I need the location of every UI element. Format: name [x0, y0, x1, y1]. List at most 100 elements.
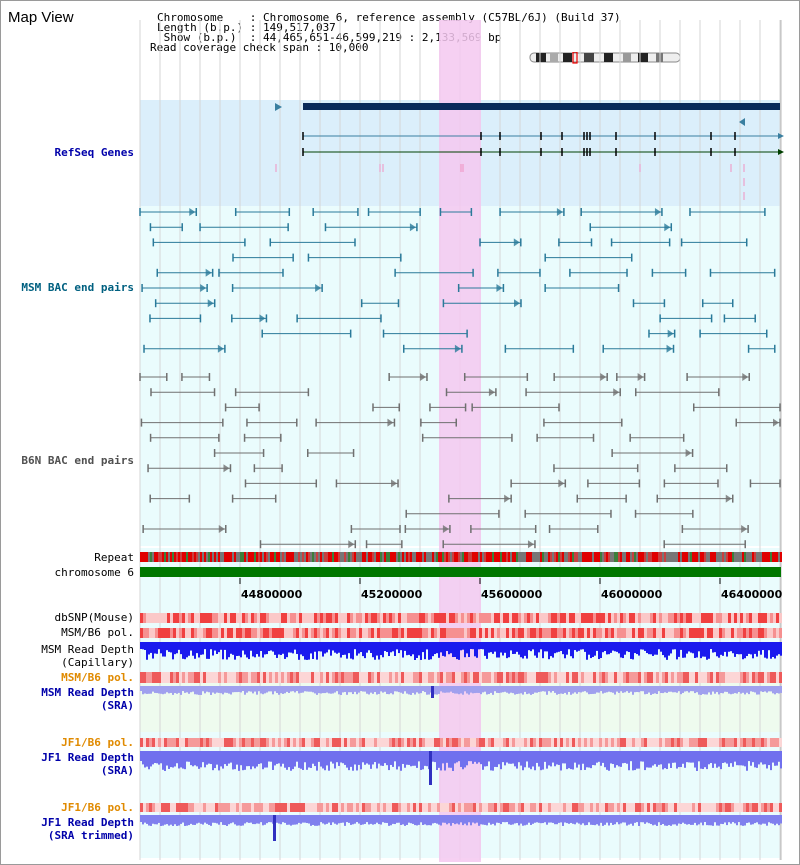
- msm-b6-pol-cell: [146, 628, 149, 638]
- track-label-msm-read-depth-sra[interactable]: MSM Read Depth: [41, 686, 134, 699]
- msm-depth-sra-bar: [708, 686, 710, 693]
- msm-b6-pol-cell: [407, 628, 410, 638]
- jf1-b6-pol-trimmed-cell: [482, 803, 485, 812]
- msm-depth-capillary-bar: [344, 642, 346, 655]
- jf1-depth-trimmed-bar: [512, 815, 514, 825]
- jf1-depth-sra-bar: [158, 751, 160, 765]
- msm-depth-capillary-bar: [514, 642, 516, 654]
- jf1-depth-sra-bar: [174, 751, 176, 767]
- dbsnp-density-cell: [383, 613, 386, 623]
- jf1-depth-sra-bar: [468, 751, 470, 762]
- msm-b6-pol-cell: [140, 628, 143, 638]
- repeat-segment: [404, 552, 406, 562]
- repeat-segment: [212, 552, 214, 562]
- msm-b6-pol-sra-cell: [695, 672, 698, 683]
- msm-b6-pol-cell: [599, 628, 602, 638]
- jf1-b6-pol-cell: [599, 738, 602, 747]
- track-label-msm-sra: (SRA): [100, 699, 134, 712]
- msm-depth-capillary-bar: [494, 642, 496, 652]
- msm-b6-pol-sra-cell: [686, 672, 689, 683]
- jf1-depth-trimmed-bar: [456, 815, 458, 824]
- msm-depth-sra-bar: [270, 686, 272, 692]
- jf1-depth-sra-bar: [456, 751, 458, 763]
- dbsnp-density-cell: [644, 613, 647, 623]
- msm-depth-capillary-bar: [540, 642, 542, 650]
- msm-depth-capillary-bar: [302, 642, 304, 657]
- track-label-jf1-read-depth-sra[interactable]: JF1 Read Depth: [41, 751, 134, 764]
- msm-b6-pol-cell: [434, 628, 437, 638]
- jf1-depth-trimmed-bar: [354, 815, 356, 824]
- repeat-segment: [198, 552, 200, 562]
- track-label-dbsnp[interactable]: dbSNP(Mouse): [54, 611, 134, 624]
- jf1-depth-sra-bar: [544, 751, 546, 762]
- jf1-b6-pol-cell: [602, 738, 605, 747]
- msm-depth-capillary-bar: [700, 642, 702, 659]
- dbsnp-density-cell: [464, 613, 467, 623]
- dbsnp-density-cell: [563, 613, 566, 623]
- repeat-segment: [678, 552, 680, 562]
- msm-depth-capillary-bar: [596, 642, 598, 651]
- dbsnp-density-cell: [533, 613, 536, 623]
- dbsnp-density-cell: [449, 613, 452, 623]
- msm-b6-pol-cell: [161, 628, 164, 638]
- track-label-msm-b6-pol-capillary[interactable]: MSM/B6 pol.: [61, 626, 134, 639]
- jf1-b6-pol-trimmed-cell: [281, 803, 284, 812]
- msm-depth-sra-bar: [334, 686, 336, 693]
- repeat-segment: [654, 552, 656, 562]
- jf1-depth-trimmed-bar: [158, 815, 160, 823]
- msm-depth-capillary-bar: [274, 642, 276, 655]
- repeat-segment: [366, 552, 368, 562]
- dbsnp-density-cell: [509, 613, 512, 623]
- jf1-depth-trimmed-bar: [486, 815, 488, 826]
- msm-depth-sra-bar: [702, 686, 704, 695]
- msm-b6-pol-cell: [614, 628, 617, 638]
- jf1-b6-pol-trimmed-cell: [233, 803, 236, 812]
- jf1-depth-sra-bar: [394, 751, 396, 762]
- track-label-jf1-b6-pol-trimmed[interactable]: JF1/B6 pol.: [61, 801, 134, 814]
- track-label-repeat[interactable]: Repeat: [94, 551, 134, 564]
- jf1-depth-trimmed-bar: [746, 815, 748, 823]
- repeat-segment: [260, 552, 262, 562]
- track-label-msm-read-depth-capillary[interactable]: MSM Read Depth: [41, 643, 134, 656]
- jf1-depth-trimmed-bar: [262, 815, 264, 826]
- msm-depth-capillary-bar: [600, 642, 602, 659]
- repeat-segment: [460, 552, 462, 562]
- repeat-segment: [506, 552, 508, 562]
- msm-depth-capillary-bar: [414, 642, 416, 660]
- jf1-depth-trimmed-bar: [736, 815, 738, 826]
- msm-b6-pol-sra-cell: [557, 672, 560, 683]
- track-label-jf1-read-depth-trimmed[interactable]: JF1 Read Depth: [41, 816, 134, 829]
- dbsnp-density-cell: [452, 613, 455, 623]
- track-label-refseq-genes[interactable]: RefSeq Genes: [54, 146, 134, 159]
- jf1-depth-trimmed-bar: [552, 815, 554, 823]
- jf1-depth-sra-bar: [598, 751, 600, 762]
- jf1-b6-pol-trimmed-cell: [290, 803, 293, 812]
- msm-depth-capillary-bar: [524, 642, 526, 656]
- track-label-jf1-b6-pol-sra[interactable]: JF1/B6 pol.: [61, 736, 134, 749]
- dbsnp-density-cell: [296, 613, 299, 623]
- msm-depth-capillary-bar: [668, 642, 670, 656]
- msm-depth-capillary-bar: [232, 642, 234, 655]
- track-label-chromosome[interactable]: chromosome 6: [54, 566, 134, 579]
- jf1-depth-trimmed-bar: [616, 815, 618, 823]
- jf1-b6-pol-cell: [779, 738, 782, 747]
- jf1-depth-sra-bar: [446, 751, 448, 763]
- jf1-depth-sra-bar: [522, 751, 524, 771]
- dbsnp-density-cell: [572, 613, 575, 623]
- msm-b6-pol-sra-cell: [488, 672, 491, 683]
- track-label-b6n-bac-end-pairs[interactable]: B6N BAC end pairs: [21, 454, 134, 467]
- msm-b6-pol-cell: [479, 628, 482, 638]
- track-label-msm-b6-pol-sra[interactable]: MSM/B6 pol.: [61, 671, 134, 684]
- msm-b6-pol-sra-cell: [275, 672, 278, 683]
- jf1-depth-sra-bar: [618, 751, 620, 767]
- msm-b6-pol-cell: [551, 628, 554, 638]
- dbsnp-density-cell: [743, 613, 746, 623]
- msm-bac-pair-arrow: [200, 284, 207, 292]
- jf1-depth-trimmed-bar: [728, 815, 730, 823]
- track-label-msm-bac-end-pairs[interactable]: MSM BAC end pairs: [21, 281, 134, 294]
- jf1-depth-sra-bar: [420, 751, 422, 770]
- msm-depth-sra-bar: [386, 686, 388, 695]
- msm-depth-capillary-bar: [726, 642, 728, 657]
- repeat-segment: [422, 552, 424, 562]
